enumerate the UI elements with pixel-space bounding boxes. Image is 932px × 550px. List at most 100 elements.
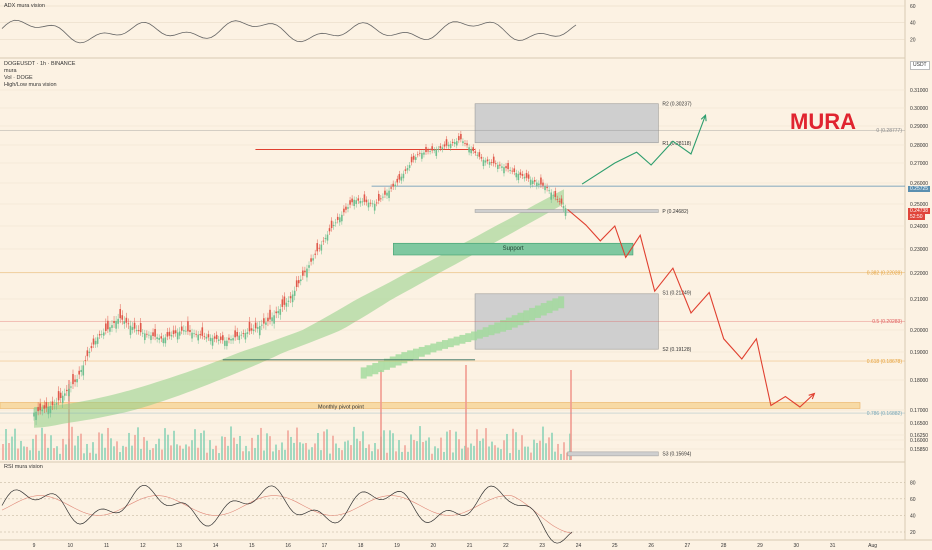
last-price-badge: 0.24738 xyxy=(908,208,931,214)
volume-bar xyxy=(371,451,373,460)
volume-bar xyxy=(299,442,301,460)
candle-body xyxy=(375,202,378,204)
volume-bar xyxy=(143,437,145,460)
time-tick-label: 30 xyxy=(794,543,800,549)
candle-body xyxy=(70,386,72,388)
candle-body xyxy=(228,337,230,340)
candle-body xyxy=(455,141,458,146)
rsi-pane-title: RSI mura vision xyxy=(4,464,43,470)
candle-body xyxy=(250,328,253,331)
candle-body xyxy=(254,322,257,329)
candle-body xyxy=(336,216,339,220)
candle-body xyxy=(435,149,438,156)
candle-body xyxy=(396,178,399,183)
candle-body xyxy=(509,170,511,171)
candle-body xyxy=(166,332,169,337)
volume-bar xyxy=(539,440,541,460)
candle-body xyxy=(451,141,454,143)
legend-highlow[interactable]: High/Low mura vision xyxy=(4,82,57,88)
volume-bar xyxy=(287,430,289,460)
rsi-tick-label: 20 xyxy=(910,530,916,536)
candle-body xyxy=(39,403,41,411)
volume-bar xyxy=(323,431,325,460)
ribbon-step xyxy=(517,312,524,326)
volume-bar xyxy=(425,440,427,460)
candle-body xyxy=(201,327,204,336)
ribbon-step xyxy=(407,350,414,362)
volume-bar xyxy=(317,433,319,460)
rsi-tick-label: 40 xyxy=(910,513,916,519)
candle-body xyxy=(371,203,374,205)
volume-bar xyxy=(95,453,97,460)
candle-body xyxy=(318,247,321,249)
ribbon-step xyxy=(436,341,443,351)
price-tick-label: 0.29000 xyxy=(910,124,928,130)
candle-body xyxy=(466,143,468,146)
candle-body xyxy=(494,163,497,165)
fib-label: 0.382 (0.22028) xyxy=(867,270,903,276)
ribbon-step xyxy=(558,296,565,309)
candle-body xyxy=(533,180,536,182)
ribbon-step xyxy=(488,324,495,336)
volume-bar xyxy=(83,453,85,460)
candle-body xyxy=(507,163,509,170)
volume-bar xyxy=(308,449,310,460)
volume-bar xyxy=(185,444,187,460)
countdown-badge: 52:50 xyxy=(908,214,925,220)
candle-body xyxy=(111,325,113,328)
volume-bar xyxy=(98,432,100,460)
time-tick-label: 24 xyxy=(576,543,582,549)
candle-body xyxy=(414,157,417,160)
ribbon-step xyxy=(447,338,454,348)
candle-body xyxy=(92,338,95,345)
candle-body xyxy=(525,172,528,178)
candle-body xyxy=(293,290,296,296)
candle-body xyxy=(187,321,189,332)
fib-label: 0.618 (0.18678) xyxy=(867,359,903,365)
candle-body xyxy=(328,228,331,232)
candle-body xyxy=(361,201,364,203)
volume-bar xyxy=(149,449,151,460)
volume-bar xyxy=(416,441,418,460)
volume-bar xyxy=(332,435,334,460)
candle-body xyxy=(199,334,202,336)
candle-body xyxy=(66,389,68,392)
volume-bar xyxy=(377,449,379,460)
candle-body xyxy=(536,182,538,187)
candle-body xyxy=(74,379,76,382)
candle-body xyxy=(117,318,119,324)
volume-bar xyxy=(179,445,181,460)
currency-label[interactable]: USDT xyxy=(910,61,930,70)
volume-spike xyxy=(570,370,572,460)
legend-volume[interactable]: Vol · DOGE xyxy=(4,75,33,81)
candle-body xyxy=(61,395,64,404)
candle-body xyxy=(382,196,384,198)
pivot-s3-band xyxy=(567,451,659,457)
time-tick-label: 20 xyxy=(431,543,437,549)
volume-bar xyxy=(419,426,421,460)
candle-body xyxy=(252,329,255,332)
candle-body xyxy=(468,147,470,153)
candle-body xyxy=(349,200,351,205)
candle-body xyxy=(548,190,550,192)
candle-body xyxy=(197,334,199,341)
volume-bar xyxy=(32,438,34,460)
legend-mura[interactable]: mura xyxy=(4,68,17,74)
volume-bar xyxy=(155,444,157,460)
volume-bar xyxy=(542,426,544,460)
price-tick-label: 0.18000 xyxy=(910,378,928,384)
candle-body xyxy=(564,208,567,216)
time-tick-label: 28 xyxy=(721,543,727,549)
time-tick-label: 14 xyxy=(213,543,219,549)
volume-bar xyxy=(44,433,46,460)
candle-body xyxy=(172,330,175,335)
candle-body xyxy=(406,168,409,171)
volume-bar xyxy=(191,440,193,460)
ribbon-step xyxy=(523,310,530,323)
indicator-legend: DOGEUSDT · 1h · BINANCE mura Vol · DOGE … xyxy=(4,61,75,89)
volume-bar xyxy=(527,446,529,460)
volume-bar xyxy=(350,445,352,460)
legend-symbol[interactable]: DOGEUSDT · 1h · BINANCE xyxy=(4,61,76,67)
volume-bar xyxy=(326,429,328,460)
